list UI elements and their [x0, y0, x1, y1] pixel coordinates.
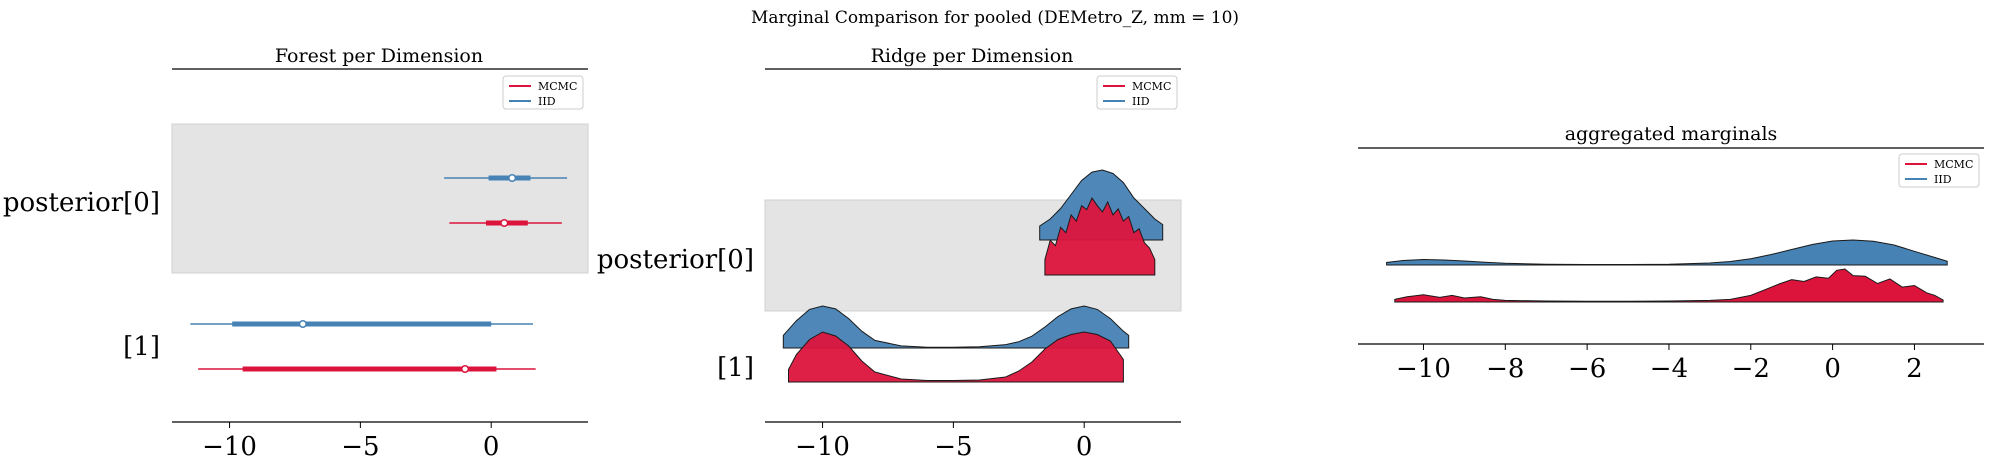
forest-row-band: [171, 123, 589, 274]
agg-legend-iid-label: IID: [1934, 173, 1952, 186]
figure-suptitle: Marginal Comparison for pooled (DEMetro_…: [751, 8, 1239, 28]
ridge-iid-density: [782, 305, 1130, 349]
forest-x-tick-label: −5: [341, 432, 379, 462]
forest-row-label: posterior[0]: [3, 188, 160, 218]
ridge-mcmc-density: [1044, 196, 1156, 276]
agg-x-tick-label: 2: [1906, 354, 1923, 384]
agg-mcmc-density: [1394, 268, 1944, 303]
aggregated-panel: aggregated marginals MCMC IID −10 −8 −6 −4 −2 0…: [1358, 123, 1984, 384]
ridge-x-tick-label: −10: [795, 432, 850, 462]
forest-median-point: [500, 218, 509, 228]
agg-x-tick-label: −6: [1568, 354, 1606, 384]
agg-x-tick-label: −2: [1732, 354, 1770, 384]
forest-x-tick-label: 0: [483, 432, 500, 462]
forest-panel: Forest per Dimension MCMC IID posterior[0]…: [3, 45, 589, 462]
agg-x-tick-label: −8: [1486, 354, 1524, 384]
ridge-row-label: [1]: [717, 353, 754, 383]
ridge-mcmc-density: [788, 331, 1124, 383]
agg-x-tick-label: 0: [1824, 354, 1841, 384]
ridge-x-tick-label: −5: [934, 432, 972, 462]
forest-median-point: [298, 319, 307, 329]
forest-row-label: [1]: [123, 332, 160, 362]
forest-median-point: [460, 364, 470, 374]
forest-legend-iid-label: IID: [538, 95, 556, 108]
ridge-panel-title: Ridge per Dimension: [871, 45, 1074, 67]
ridge-x-tick-label: 0: [1076, 432, 1093, 462]
ridge-panel: Ridge per Dimension MCMC IID posterior[0] […: [597, 45, 1182, 462]
agg-x-tick-label: −10: [1396, 354, 1451, 384]
agg-legend-mcmc-label: MCMC: [1934, 158, 1973, 171]
forest-panel-title: Forest per Dimension: [275, 45, 483, 67]
aggregated-panel-title: aggregated marginals: [1565, 123, 1778, 145]
ridge-legend-iid-label: IID: [1132, 95, 1150, 108]
forest-median-point: [508, 173, 517, 183]
forest-x-tick-label: −10: [202, 432, 257, 462]
forest-legend-mcmc-label: MCMC: [538, 80, 577, 93]
agg-iid-density: [1386, 239, 1948, 266]
agg-x-tick-label: −4: [1650, 354, 1688, 384]
ridge-row-label: posterior[0]: [597, 245, 754, 275]
ridge-legend-mcmc-label: MCMC: [1132, 80, 1171, 93]
